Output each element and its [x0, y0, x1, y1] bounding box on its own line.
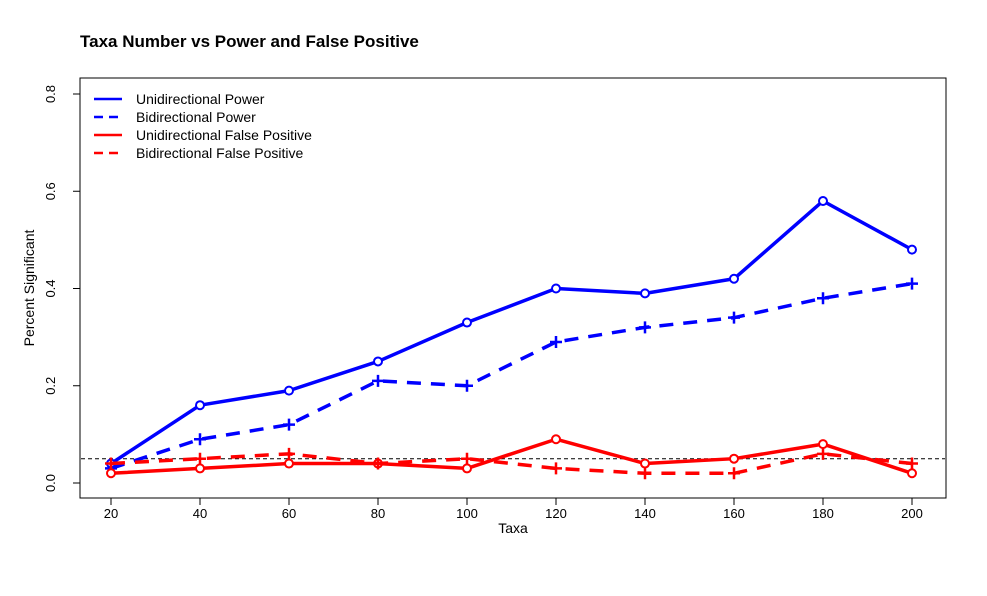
- chart-title: Taxa Number vs Power and False Positive: [80, 32, 419, 51]
- data-point: [550, 462, 562, 475]
- data-point: [817, 447, 829, 460]
- data-point: [906, 457, 918, 470]
- data-point: [728, 467, 740, 480]
- data-point: [640, 458, 650, 469]
- data-point: [551, 434, 561, 445]
- data-point: [818, 195, 828, 206]
- data-point: [373, 356, 383, 367]
- x-tick-label: 100: [456, 506, 478, 521]
- data-point: [461, 452, 473, 465]
- data-point: [907, 244, 917, 255]
- data-point: [194, 433, 206, 446]
- data-point: [729, 273, 739, 284]
- data-point: [372, 457, 384, 470]
- legend: Unidirectional Power Bidirectional Power U…: [94, 91, 312, 161]
- data-point: [728, 311, 740, 324]
- series-line-2: [110, 437, 913, 476]
- x-axis-label: Taxa: [498, 520, 528, 536]
- y-axis: 0.0 0.2 0.4 0.6 0.8: [43, 85, 81, 492]
- y-axis-label: Percent Significant: [21, 230, 37, 347]
- data-point: [550, 335, 562, 348]
- data-point: [283, 418, 295, 431]
- data-point: [284, 458, 294, 469]
- legend-label: Bidirectional False Positive: [136, 145, 304, 161]
- legend-label: Unidirectional False Positive: [136, 127, 312, 143]
- data-point: [639, 467, 651, 480]
- data-point: [194, 452, 206, 465]
- data-point: [195, 463, 205, 474]
- data-point: [817, 292, 829, 305]
- data-point: [729, 453, 739, 464]
- data-point: [639, 321, 651, 334]
- x-tick-label: 80: [371, 506, 385, 521]
- x-tick-label: 60: [282, 506, 296, 521]
- data-point: [462, 317, 472, 328]
- data-point: [906, 277, 918, 290]
- series-line-3: [110, 452, 913, 476]
- x-axis: 20 40 60 80 100 120 140 160 180 200: [104, 497, 923, 521]
- series-line-1: [110, 281, 913, 471]
- series-line-0: [110, 199, 913, 466]
- legend-label: Unidirectional Power: [136, 91, 265, 107]
- y-tick-label: 0.4: [43, 279, 58, 297]
- y-tick-label: 0.8: [43, 85, 58, 103]
- data-point: [284, 385, 294, 396]
- x-tick-label: 140: [634, 506, 656, 521]
- x-tick-label: 200: [901, 506, 923, 521]
- y-tick-label: 0.6: [43, 182, 58, 200]
- data-point: [818, 439, 828, 450]
- x-tick-label: 160: [723, 506, 745, 521]
- data-point: [462, 463, 472, 474]
- x-tick-label: 20: [104, 506, 118, 521]
- x-tick-label: 120: [545, 506, 567, 521]
- data-point: [640, 288, 650, 299]
- data-point: [283, 447, 295, 460]
- y-tick-label: 0.2: [43, 377, 58, 395]
- x-tick-label: 40: [193, 506, 207, 521]
- legend-label: Bidirectional Power: [136, 109, 256, 125]
- data-point: [907, 468, 917, 479]
- y-tick-label: 0.0: [43, 474, 58, 492]
- data-point: [461, 379, 473, 392]
- data-point: [106, 468, 116, 479]
- data-point: [372, 374, 384, 387]
- series-layer: [105, 195, 918, 480]
- data-point: [105, 457, 117, 470]
- x-tick-label: 180: [812, 506, 834, 521]
- data-point: [195, 400, 205, 411]
- data-point: [551, 283, 561, 294]
